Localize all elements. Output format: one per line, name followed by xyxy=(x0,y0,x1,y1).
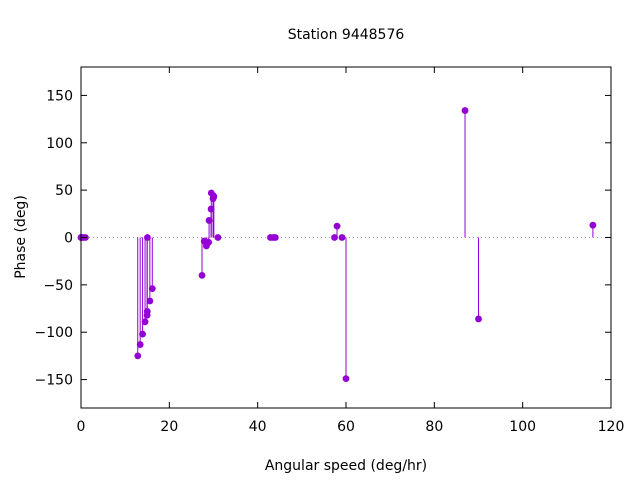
y-tick-label: 0 xyxy=(64,231,73,247)
x-tick-label: 40 xyxy=(249,419,267,435)
data-point-25 xyxy=(214,234,222,241)
data-point-12 xyxy=(146,297,154,305)
y-axis-title: Phase (deg) xyxy=(13,195,29,279)
y-tick-label: 150 xyxy=(46,88,73,104)
data-point-34 xyxy=(475,315,482,323)
x-tick-label: 0 xyxy=(77,419,86,435)
data-point-29 xyxy=(331,234,338,241)
x-axis-title: Angular speed (deg/hr) xyxy=(265,458,427,474)
data-point-33 xyxy=(461,107,469,114)
chart-title: Station 9448576 xyxy=(288,27,405,43)
data-marks xyxy=(77,107,597,383)
data-point-13 xyxy=(148,285,156,293)
y-tick-label: 50 xyxy=(55,183,73,199)
data-point-35 xyxy=(589,221,597,229)
x-tick-label: 100 xyxy=(509,419,536,435)
data-point-31 xyxy=(338,234,346,241)
y-tick-label: −150 xyxy=(35,373,73,389)
x-tick-label: 60 xyxy=(337,419,355,435)
data-point-8 xyxy=(141,318,149,326)
data-point-30 xyxy=(333,222,341,230)
data-point-18 xyxy=(205,238,213,246)
data-point-10 xyxy=(143,307,151,315)
data-point-7 xyxy=(139,330,146,338)
data-point-32 xyxy=(342,375,350,383)
data-point-6 xyxy=(136,341,144,348)
data-point-5 xyxy=(134,352,142,360)
data-point-24 xyxy=(210,193,218,201)
x-tick-label: 20 xyxy=(160,419,178,435)
y-tick-label: 100 xyxy=(46,136,73,152)
x-tick-label: 80 xyxy=(425,419,443,435)
data-point-28 xyxy=(271,234,279,241)
y-axis: −150 −100 −50 0 50 100 150 xyxy=(35,88,611,389)
x-axis: 0 20 40 60 80 100 120 xyxy=(77,67,625,435)
y-tick-label: −100 xyxy=(35,325,73,341)
y-tick-label: −50 xyxy=(43,278,73,294)
data-point-14 xyxy=(198,271,206,279)
data-point-11 xyxy=(144,234,151,241)
x-tick-label: 120 xyxy=(598,419,625,435)
